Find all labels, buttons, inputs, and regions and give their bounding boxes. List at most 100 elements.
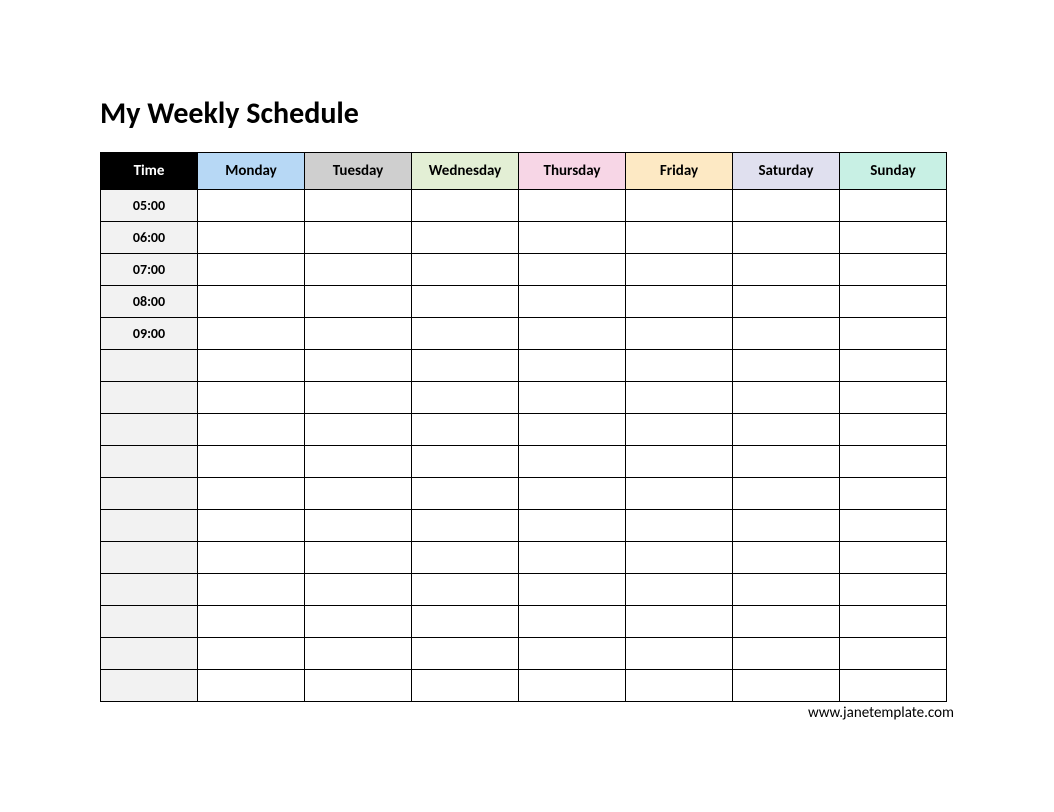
time-cell — [101, 350, 198, 382]
table-row — [101, 510, 947, 542]
schedule-cell — [519, 478, 626, 510]
header-saturday: Saturday — [733, 153, 840, 190]
schedule-cell — [519, 222, 626, 254]
time-cell — [101, 638, 198, 670]
schedule-cell — [305, 254, 412, 286]
schedule-cell — [626, 510, 733, 542]
schedule-cell — [412, 670, 519, 702]
schedule-cell — [198, 606, 305, 638]
schedule-cell — [305, 478, 412, 510]
time-cell — [101, 478, 198, 510]
time-cell — [101, 670, 198, 702]
schedule-cell — [412, 254, 519, 286]
schedule-cell — [198, 574, 305, 606]
schedule-cell — [519, 446, 626, 478]
schedule-cell — [626, 670, 733, 702]
table-row: 06:00 — [101, 222, 947, 254]
time-cell: 09:00 — [101, 318, 198, 350]
header-time: Time — [101, 153, 198, 190]
time-cell: 08:00 — [101, 286, 198, 318]
schedule-cell — [412, 414, 519, 446]
schedule-cell — [519, 414, 626, 446]
schedule-cell — [626, 638, 733, 670]
schedule-cell — [519, 606, 626, 638]
schedule-cell — [626, 222, 733, 254]
schedule-cell — [519, 574, 626, 606]
table-row: 08:00 — [101, 286, 947, 318]
schedule-cell — [519, 670, 626, 702]
header-row: Time Monday Tuesday Wednesday Thursday F… — [101, 153, 947, 190]
schedule-cell — [626, 350, 733, 382]
schedule-cell — [305, 222, 412, 254]
schedule-cell — [198, 542, 305, 574]
schedule-cell — [305, 638, 412, 670]
table-row — [101, 446, 947, 478]
schedule-cell — [733, 574, 840, 606]
schedule-cell — [519, 510, 626, 542]
schedule-cell — [305, 446, 412, 478]
schedule-cell — [198, 478, 305, 510]
schedule-cell — [626, 382, 733, 414]
table-row — [101, 574, 947, 606]
schedule-cell — [840, 670, 947, 702]
schedule-cell — [305, 414, 412, 446]
schedule-cell — [626, 254, 733, 286]
schedule-cell — [305, 542, 412, 574]
time-cell — [101, 414, 198, 446]
time-cell — [101, 574, 198, 606]
schedule-cell — [412, 606, 519, 638]
schedule-table: Time Monday Tuesday Wednesday Thursday F… — [100, 152, 947, 702]
schedule-cell — [198, 446, 305, 478]
schedule-cell — [412, 350, 519, 382]
schedule-cell — [198, 222, 305, 254]
schedule-cell — [733, 638, 840, 670]
time-cell: 07:00 — [101, 254, 198, 286]
schedule-cell — [305, 670, 412, 702]
schedule-cell — [412, 190, 519, 222]
time-cell — [101, 446, 198, 478]
table-row — [101, 638, 947, 670]
schedule-cell — [412, 446, 519, 478]
schedule-cell — [198, 638, 305, 670]
schedule-cell — [733, 254, 840, 286]
schedule-cell — [733, 542, 840, 574]
schedule-cell — [305, 350, 412, 382]
schedule-cell — [519, 638, 626, 670]
schedule-cell — [412, 318, 519, 350]
time-cell — [101, 382, 198, 414]
schedule-cell — [840, 382, 947, 414]
schedule-cell — [733, 222, 840, 254]
schedule-cell — [198, 510, 305, 542]
schedule-cell — [733, 446, 840, 478]
table-row — [101, 606, 947, 638]
schedule-cell — [198, 286, 305, 318]
schedule-cell — [198, 190, 305, 222]
header-friday: Friday — [626, 153, 733, 190]
schedule-cell — [840, 222, 947, 254]
time-cell — [101, 510, 198, 542]
schedule-cell — [626, 478, 733, 510]
schedule-cell — [840, 414, 947, 446]
schedule-cell — [840, 542, 947, 574]
schedule-cell — [840, 446, 947, 478]
header-wednesday: Wednesday — [412, 153, 519, 190]
footer-text: www.janetemplate.com — [808, 704, 954, 722]
schedule-cell — [840, 478, 947, 510]
schedule-cell — [733, 350, 840, 382]
schedule-cell — [626, 542, 733, 574]
schedule-cell — [840, 254, 947, 286]
schedule-cell — [198, 350, 305, 382]
schedule-cell — [626, 574, 733, 606]
schedule-cell — [733, 190, 840, 222]
time-cell: 06:00 — [101, 222, 198, 254]
schedule-cell — [198, 254, 305, 286]
schedule-cell — [733, 510, 840, 542]
table-row: 05:00 — [101, 190, 947, 222]
schedule-cell — [733, 414, 840, 446]
schedule-cell — [733, 478, 840, 510]
schedule-cell — [733, 670, 840, 702]
table-row — [101, 350, 947, 382]
schedule-cell — [626, 414, 733, 446]
header-sunday: Sunday — [840, 153, 947, 190]
schedule-cell — [305, 286, 412, 318]
